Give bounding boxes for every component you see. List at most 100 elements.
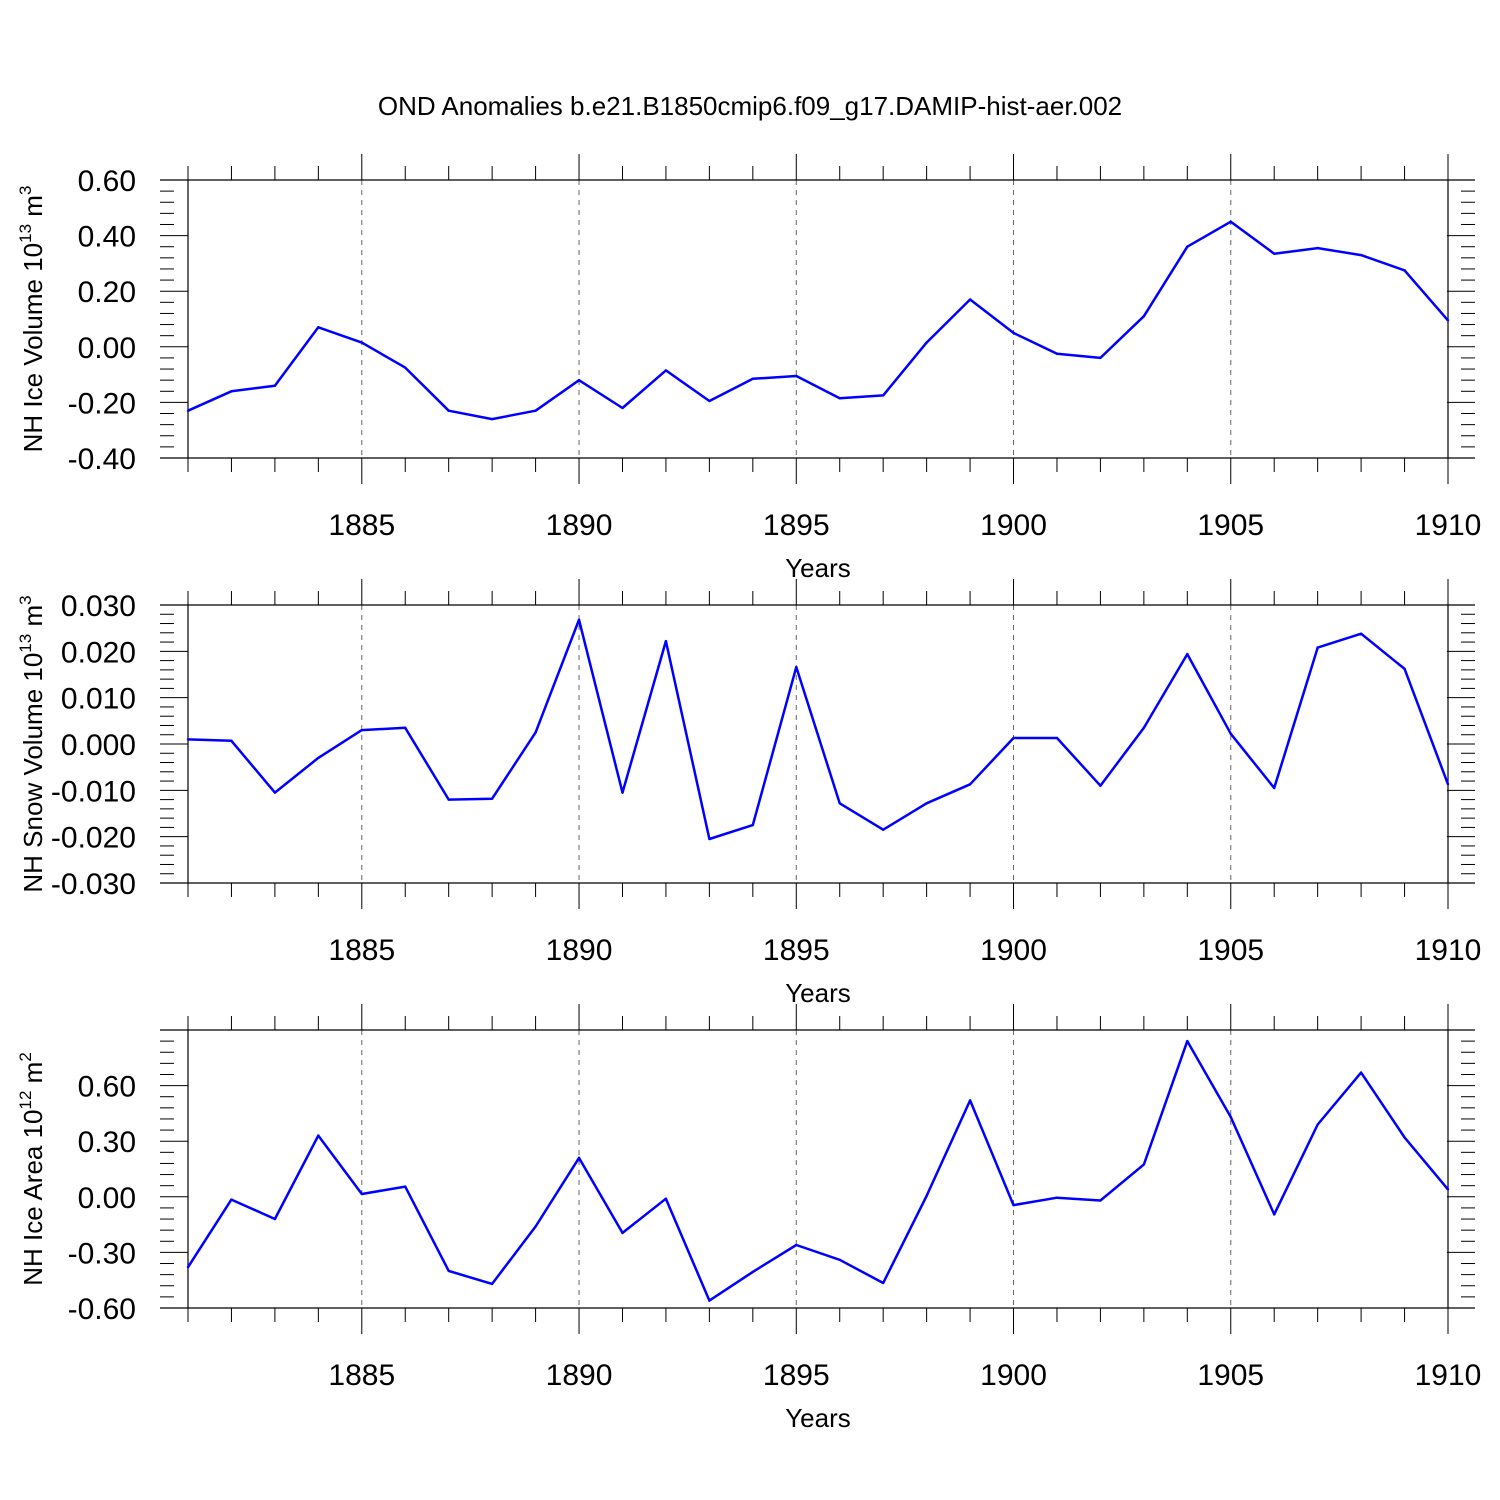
x-tick-label: 1905	[1197, 509, 1264, 542]
panel-ice-area: -0.60 -0.30 0.00 0.30 0.60 1885 1890 1895 1900 19…	[16, 1004, 1481, 1433]
data-point	[968, 298, 972, 301]
y-axis-label: NH Ice Area 1012 m2	[16, 1052, 48, 1286]
y-axis-label-exp: 13	[16, 634, 35, 653]
data-point	[1403, 1136, 1406, 1139]
y-tick-label: -0.20	[68, 387, 136, 420]
data-point	[751, 823, 755, 827]
data-point	[925, 1194, 928, 1198]
data-point	[534, 731, 537, 734]
y-tick-label: 0.60	[78, 165, 136, 198]
data-point	[273, 1217, 277, 1221]
series-line-snow-volume	[187, 618, 1450, 841]
data-point	[838, 802, 841, 805]
data-point	[1099, 784, 1102, 787]
data-point	[925, 802, 928, 805]
data-point	[1186, 245, 1189, 248]
data-point	[621, 791, 624, 794]
y-tick-label: 0.030	[61, 590, 136, 623]
data-point	[1229, 220, 1232, 223]
data-point	[838, 397, 841, 400]
data-point	[317, 756, 320, 760]
y-tick-label: 0.30	[78, 1126, 136, 1159]
y-axis-label-unit-exp: 3	[16, 186, 35, 195]
data-point	[1446, 319, 1450, 322]
y-axis-label-unit-exp: 3	[16, 595, 35, 604]
data-point	[577, 378, 581, 382]
data-point	[838, 1258, 841, 1262]
data-point	[230, 739, 233, 742]
data-point	[708, 837, 711, 841]
y-tick-label: 0.40	[78, 221, 136, 254]
y-axis-label: NH Ice Volume 1013 m3	[16, 186, 48, 453]
data-point	[1055, 736, 1059, 740]
panel-ice-volume: -0.40 -0.20 0.00 0.20 0.40 0.60 1885 1890 1895 19…	[16, 154, 1481, 583]
data-point	[447, 1269, 450, 1273]
data-point	[273, 384, 277, 387]
data-point	[404, 1185, 407, 1188]
x-axis-label: Years	[785, 1403, 851, 1433]
y-tick-label: 0.010	[61, 683, 136, 716]
data-point	[1316, 646, 1319, 649]
y-tick-label: -0.010	[51, 775, 136, 808]
data-point	[664, 1197, 668, 1200]
data-point	[751, 377, 755, 380]
data-point	[1316, 246, 1319, 250]
data-point	[1012, 736, 1015, 740]
data-point	[1186, 652, 1189, 656]
y-tick-label: -0.020	[51, 822, 136, 855]
data-point	[447, 798, 450, 801]
chart-title: OND Anomalies b.e21.B1850cmip6.f09_g17.D…	[378, 91, 1122, 121]
data-point	[795, 374, 798, 378]
y-tick-label: -0.30	[68, 1237, 136, 1270]
data-point	[708, 1299, 711, 1302]
y-axis-label-unit: m	[18, 1062, 48, 1091]
y-tick-label: 0.20	[78, 276, 136, 309]
data-point	[230, 390, 233, 393]
data-point	[621, 1231, 624, 1235]
data-point	[490, 797, 494, 800]
data-point	[795, 1243, 798, 1247]
x-tick-label: 1885	[328, 934, 395, 967]
x-tick-label: 1895	[763, 934, 830, 967]
data-point	[1099, 1199, 1102, 1202]
data-point	[1316, 1123, 1319, 1126]
data-point	[490, 417, 494, 421]
data-point	[1055, 352, 1059, 355]
data-point	[404, 726, 407, 729]
x-axis-label: Years	[785, 553, 851, 583]
y-axis-label-text: NH Ice Volume 10	[18, 243, 48, 453]
series-line-ice-volume	[187, 220, 1449, 421]
y-axis-label: NH Snow Volume 1013 m3	[16, 595, 48, 892]
x-tick-label: 1890	[546, 1359, 613, 1392]
data-point	[186, 738, 190, 741]
y-tick-label: 0.00	[78, 1182, 136, 1215]
y-axis-label-exp: 12	[16, 1091, 35, 1110]
data-point	[1446, 783, 1450, 786]
data-point	[360, 1192, 363, 1196]
data-point	[1273, 252, 1276, 255]
data-point	[360, 728, 363, 732]
data-point	[186, 409, 190, 412]
x-tick-label: 1890	[546, 509, 613, 542]
data-point	[1359, 253, 1363, 257]
data-point	[1229, 732, 1232, 736]
data-point	[447, 409, 450, 412]
data-point	[708, 399, 711, 403]
data-point	[273, 791, 277, 794]
data-point	[317, 326, 320, 329]
y-tick-label: 0.000	[61, 729, 136, 762]
x-tick-label: 1910	[1415, 934, 1482, 967]
y-axis-label-unit: m	[18, 195, 48, 224]
data-point	[186, 1266, 190, 1269]
data-point	[490, 1282, 494, 1286]
data-point	[577, 1156, 581, 1160]
data-point	[1142, 315, 1146, 318]
x-tick-label: 1910	[1415, 509, 1482, 542]
y-tick-label: 0.60	[78, 1071, 136, 1104]
data-point	[404, 366, 407, 369]
data-point	[360, 341, 363, 344]
x-tick-label: 1900	[980, 509, 1047, 542]
series-line-ice-area	[186, 1039, 1449, 1302]
data-point	[925, 341, 928, 344]
